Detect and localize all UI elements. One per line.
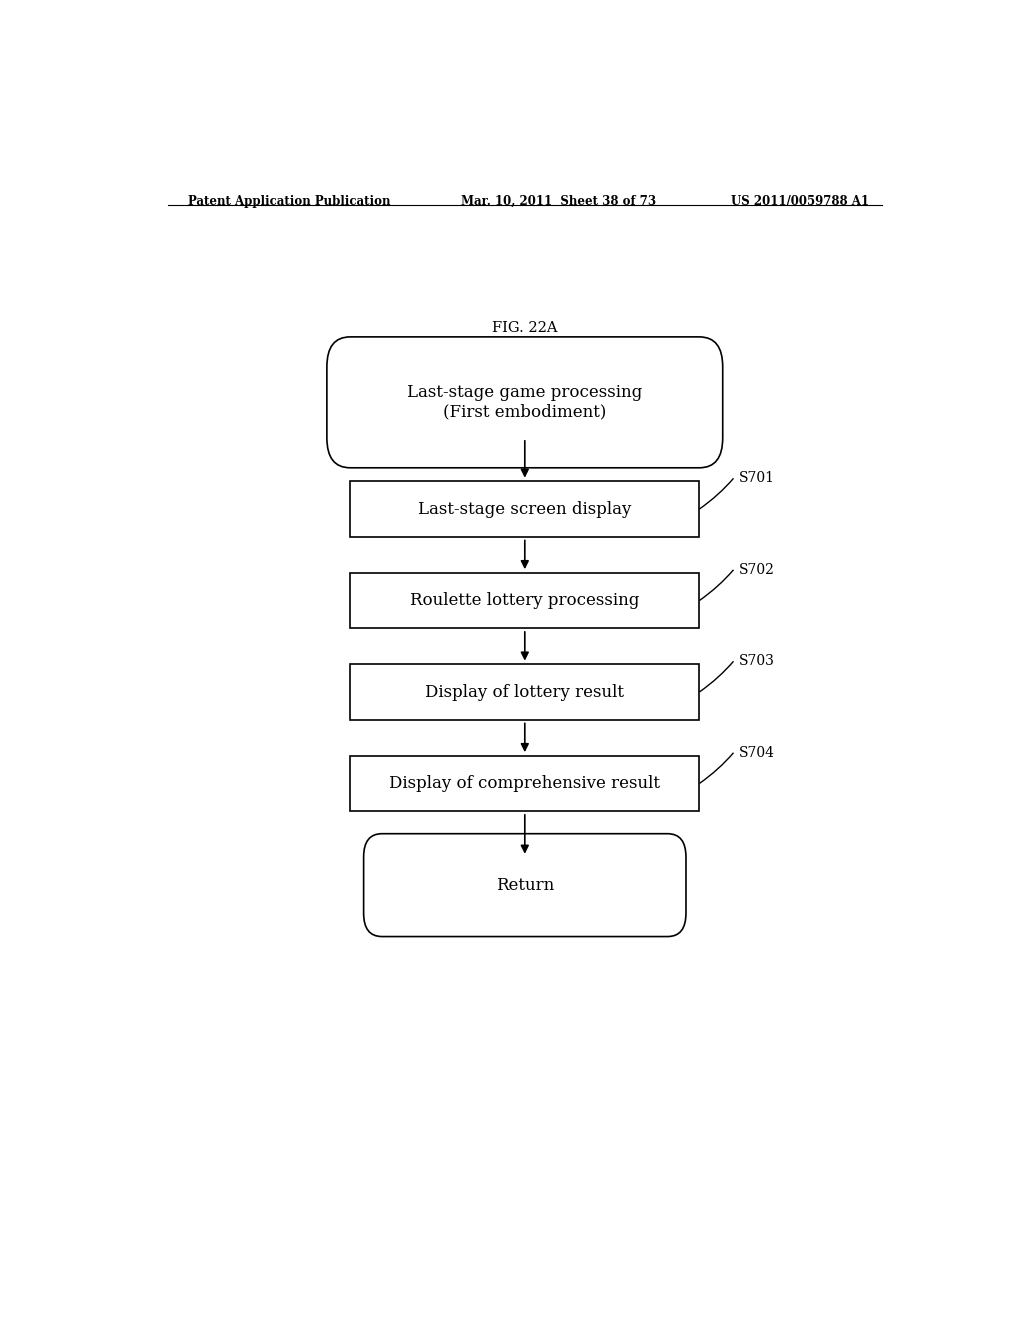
- Text: Patent Application Publication: Patent Application Publication: [187, 195, 390, 209]
- Bar: [350, 755, 699, 812]
- Text: Display of comprehensive result: Display of comprehensive result: [389, 775, 660, 792]
- Bar: [350, 664, 699, 719]
- Text: Display of lottery result: Display of lottery result: [425, 684, 625, 701]
- Text: FIG. 22A: FIG. 22A: [493, 321, 557, 335]
- Text: US 2011/0059788 A1: US 2011/0059788 A1: [731, 195, 869, 209]
- Text: Roulette lottery processing: Roulette lottery processing: [411, 593, 639, 609]
- Text: Last-stage screen display: Last-stage screen display: [418, 500, 632, 517]
- FancyBboxPatch shape: [327, 337, 723, 467]
- FancyBboxPatch shape: [364, 834, 686, 937]
- Text: S701: S701: [739, 471, 775, 486]
- Text: Return: Return: [496, 876, 554, 894]
- Text: S703: S703: [739, 655, 775, 668]
- Text: S702: S702: [739, 562, 775, 577]
- Text: S704: S704: [739, 746, 775, 760]
- Bar: [350, 573, 699, 628]
- Text: Mar. 10, 2011  Sheet 38 of 73: Mar. 10, 2011 Sheet 38 of 73: [461, 195, 656, 209]
- Text: Last-stage game processing
(First embodiment): Last-stage game processing (First embodi…: [408, 384, 642, 421]
- Bar: [350, 480, 699, 537]
